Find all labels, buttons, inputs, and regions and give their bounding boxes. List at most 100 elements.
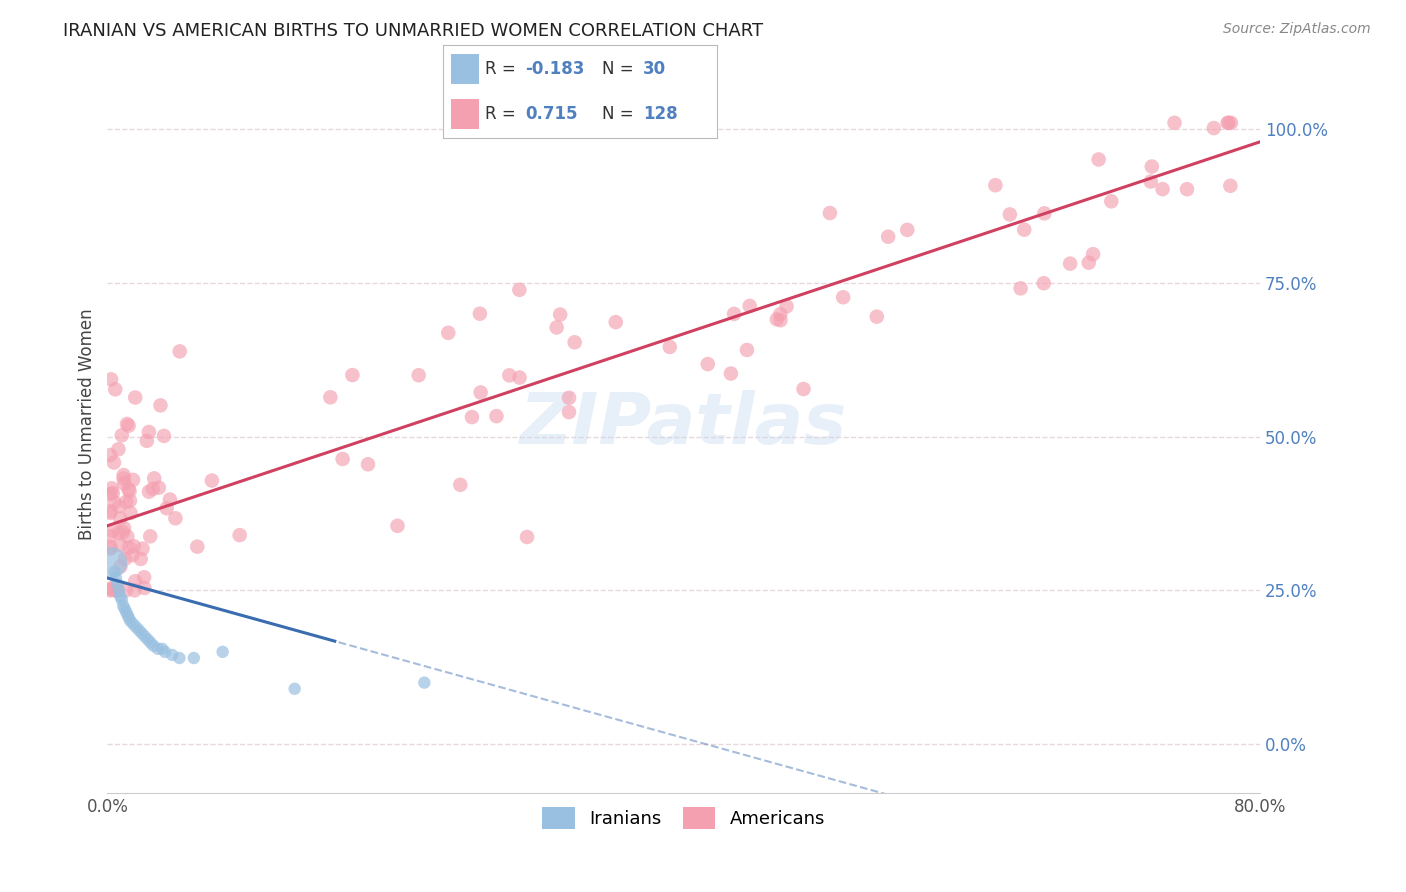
- Point: [118, 611, 141, 625]
- Point: [124, 583, 146, 598]
- Point: [498, 368, 520, 383]
- Point: [1202, 121, 1225, 136]
- Point: [107, 583, 129, 598]
- Point: [107, 577, 129, 591]
- Point: [112, 471, 135, 485]
- Point: [832, 290, 855, 304]
- Text: 128: 128: [643, 105, 678, 123]
- Point: [1032, 277, 1054, 291]
- Point: [357, 457, 380, 471]
- Point: [546, 320, 568, 334]
- Text: -0.183: -0.183: [526, 60, 585, 78]
- Point: [104, 583, 127, 598]
- Point: [998, 207, 1021, 221]
- Point: [118, 493, 141, 508]
- Point: [461, 410, 484, 425]
- Point: [468, 307, 491, 321]
- Point: [866, 310, 889, 324]
- Point: [117, 607, 139, 622]
- Point: [131, 626, 153, 640]
- Point: [108, 500, 131, 514]
- Point: [169, 344, 191, 359]
- Point: [115, 583, 138, 598]
- Point: [118, 418, 141, 433]
- Point: [103, 565, 125, 579]
- Point: [508, 283, 530, 297]
- Point: [146, 641, 169, 656]
- Point: [112, 476, 135, 491]
- Point: [118, 541, 141, 555]
- Point: [818, 206, 841, 220]
- Point: [117, 482, 139, 496]
- Text: Source: ZipAtlas.com: Source: ZipAtlas.com: [1223, 22, 1371, 37]
- Point: [766, 312, 789, 326]
- Point: [135, 434, 157, 448]
- Point: [98, 583, 121, 598]
- Point: [143, 471, 166, 485]
- Point: [877, 229, 900, 244]
- Text: N =: N =: [602, 105, 638, 123]
- Point: [186, 540, 208, 554]
- Text: R =: R =: [485, 60, 522, 78]
- Point: [720, 367, 742, 381]
- Point: [1099, 194, 1122, 209]
- Point: [735, 343, 758, 357]
- Point: [118, 484, 141, 499]
- Point: [149, 398, 172, 412]
- Legend: Iranians, Americans: Iranians, Americans: [534, 799, 832, 836]
- Point: [134, 570, 156, 584]
- Point: [98, 529, 121, 543]
- Point: [896, 223, 918, 237]
- Point: [723, 307, 745, 321]
- Point: [148, 481, 170, 495]
- Point: [150, 641, 173, 656]
- Point: [1010, 281, 1032, 295]
- Point: [1081, 247, 1104, 261]
- Point: [98, 541, 121, 556]
- Point: [437, 326, 460, 340]
- Point: [134, 630, 156, 644]
- Point: [111, 525, 134, 540]
- Point: [558, 405, 581, 419]
- Point: [129, 552, 152, 566]
- Point: [792, 382, 814, 396]
- Point: [100, 556, 122, 570]
- Point: [605, 315, 627, 329]
- Point: [1140, 175, 1163, 189]
- Y-axis label: Births to Unmarried Women: Births to Unmarried Women: [79, 309, 96, 540]
- Point: [387, 518, 409, 533]
- Point: [124, 574, 146, 589]
- Point: [104, 382, 127, 396]
- Point: [142, 639, 165, 653]
- Point: [108, 511, 131, 525]
- Point: [332, 452, 354, 467]
- Point: [136, 632, 159, 647]
- Point: [103, 495, 125, 509]
- Point: [769, 307, 792, 321]
- Point: [138, 425, 160, 439]
- Point: [1218, 116, 1240, 130]
- Point: [775, 299, 797, 313]
- Point: [284, 681, 307, 696]
- Point: [449, 478, 471, 492]
- Point: [107, 442, 129, 457]
- Point: [131, 541, 153, 556]
- Point: [548, 308, 571, 322]
- Point: [114, 551, 136, 566]
- Point: [159, 492, 181, 507]
- Point: [1059, 257, 1081, 271]
- Point: [138, 484, 160, 499]
- Text: N =: N =: [602, 60, 638, 78]
- Point: [738, 299, 761, 313]
- Point: [112, 599, 135, 613]
- Point: [228, 528, 250, 542]
- Point: [121, 548, 143, 562]
- Point: [696, 357, 718, 371]
- Point: [110, 538, 132, 552]
- Point: [122, 617, 145, 632]
- Point: [100, 582, 122, 597]
- Point: [134, 581, 156, 595]
- Point: [115, 605, 138, 619]
- FancyBboxPatch shape: [451, 99, 478, 129]
- Point: [1175, 182, 1198, 196]
